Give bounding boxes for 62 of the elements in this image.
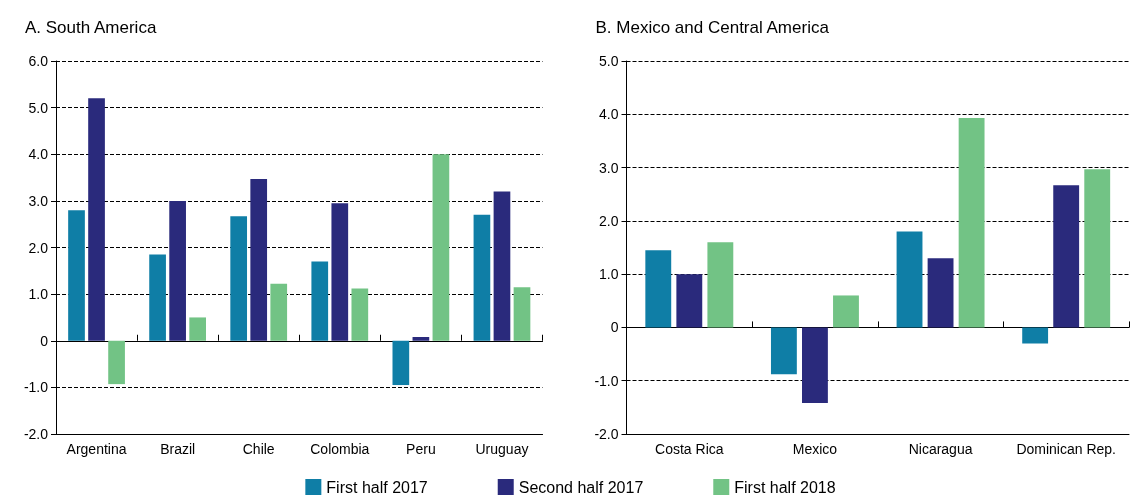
bar [676, 274, 703, 328]
bar [1053, 185, 1080, 328]
bar [958, 118, 985, 328]
bar [432, 154, 450, 341]
y-tick-label: 2.0 [599, 212, 619, 229]
bar [770, 327, 797, 375]
bar [473, 214, 491, 341]
y-tick-label: -2.0 [23, 426, 49, 442]
y-tick-label: 5.0 [28, 99, 49, 116]
y-tick-label: -1.0 [594, 372, 619, 389]
bar [707, 242, 734, 328]
bar [493, 191, 511, 341]
bar [645, 250, 672, 328]
bar [230, 216, 248, 341]
bar [351, 288, 369, 341]
bar [88, 98, 105, 341]
bar [68, 210, 85, 341]
bar [1084, 169, 1111, 328]
x-tick-label: Argentina [66, 441, 127, 457]
y-tick-label: 5.0 [599, 53, 619, 69]
y-tick-label: -1.0 [23, 379, 49, 396]
x-tick-label: Uruguay [475, 441, 529, 457]
bar [513, 287, 531, 341]
y-tick-label: 4.0 [599, 106, 619, 123]
y-tick-label: 2.0 [28, 239, 49, 256]
bar [896, 231, 923, 328]
bar [189, 317, 206, 341]
x-tick-label: Brazil [160, 441, 196, 457]
x-tick-label: Chile [242, 441, 275, 457]
chart-title: B. Mexico and Central America [595, 18, 830, 37]
bar [250, 178, 268, 341]
bar [331, 203, 349, 341]
y-tick-label: 6.0 [28, 53, 49, 69]
legend-label: First half 2017 [326, 478, 428, 496]
chart-title: A. South America [25, 18, 157, 37]
x-tick-label: Peru [406, 441, 436, 457]
x-tick-label: Nicaragua [908, 441, 973, 457]
bar [412, 337, 430, 341]
bar [270, 283, 288, 341]
legend-label: Second half 2017 [518, 478, 644, 496]
bar [833, 295, 859, 328]
bar [108, 340, 125, 385]
bar [1022, 327, 1049, 344]
y-tick-label: 0 [610, 319, 619, 336]
x-tick-label: Dominican Rep. [1016, 441, 1116, 457]
y-tick-label: -2.0 [594, 426, 619, 442]
y-tick-label: 0 [40, 332, 49, 349]
y-tick-label: 3.0 [28, 192, 49, 209]
y-tick-label: 4.0 [28, 146, 49, 163]
bar [802, 327, 828, 404]
y-tick-label: 3.0 [599, 159, 619, 176]
bar [169, 200, 186, 341]
bar [149, 254, 166, 341]
y-tick-label: 1.0 [28, 286, 49, 303]
bar [927, 258, 954, 328]
x-tick-label: Costa Rica [655, 441, 724, 457]
bar [392, 340, 410, 386]
x-tick-label: Mexico [792, 441, 838, 457]
y-tick-label: 1.0 [599, 266, 619, 283]
x-tick-label: Colombia [310, 441, 370, 457]
bar [311, 261, 329, 341]
legend-label: First half 2018 [734, 478, 836, 496]
